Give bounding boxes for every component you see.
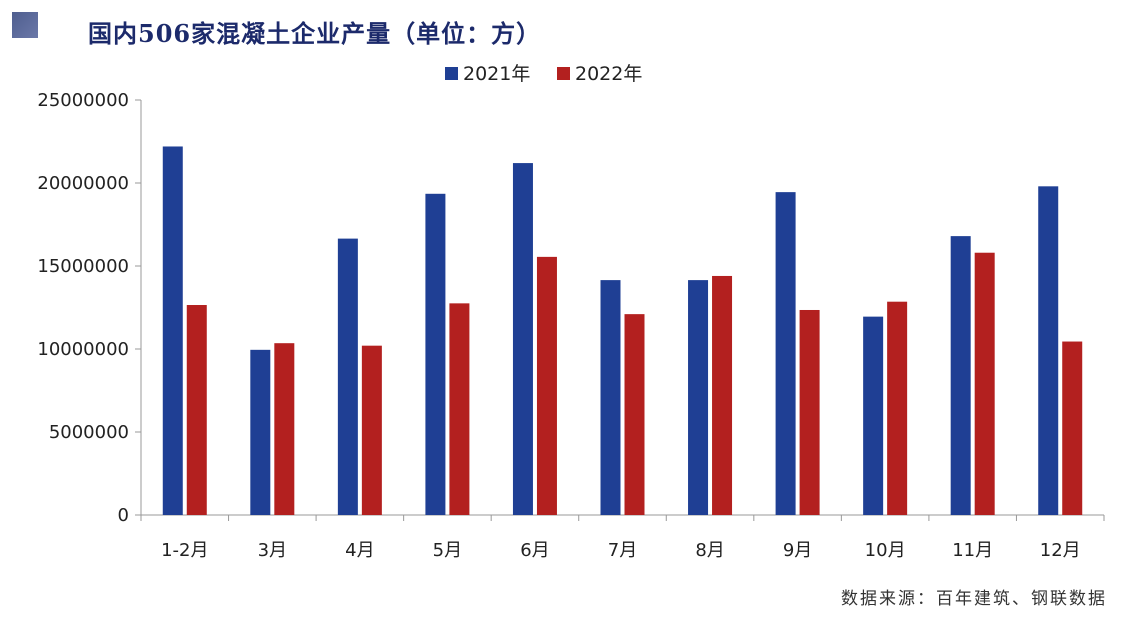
- chart-title: 国内506家混凝土企业产量（单位：方）: [88, 19, 542, 48]
- bar-2021年-7月: [600, 280, 621, 515]
- x-tick-label: 6月: [520, 540, 549, 561]
- x-tick-label: 10月: [865, 540, 906, 561]
- legend: 2021年 2022年: [445, 63, 642, 85]
- y-tick-label: 25000000: [37, 90, 129, 111]
- bars: [162, 146, 1083, 516]
- bar-2022年-8月: [712, 275, 733, 515]
- y-tick-label: 10000000: [37, 339, 129, 360]
- data-source: 数据来源：百年建筑、钢联数据: [841, 589, 1107, 609]
- bar-2022年-3月: [274, 343, 295, 515]
- bar-2021年-1-2月: [162, 146, 183, 516]
- bar-2021年-4月: [337, 238, 358, 516]
- y-tick-label: 20000000: [37, 173, 129, 194]
- bar-2022年-7月: [624, 314, 645, 515]
- x-tick-label: 5月: [433, 540, 462, 561]
- bar-2021年-12月: [1038, 186, 1059, 515]
- bar-2021年-3月: [250, 349, 271, 515]
- bar-2022年-10月: [887, 301, 908, 515]
- bar-2021年-9月: [775, 192, 796, 515]
- bar-2022年-12月: [1062, 341, 1083, 515]
- bar-2021年-11月: [950, 236, 971, 515]
- x-tick-label: 3月: [258, 540, 287, 561]
- bar-2022年-5月: [449, 303, 470, 515]
- bar-2022年-6月: [536, 256, 557, 515]
- x-tick-label: 9月: [783, 540, 812, 561]
- x-tick-label: 12月: [1040, 540, 1081, 561]
- x-tick-label: 4月: [345, 540, 374, 561]
- bar-2021年-6月: [512, 163, 533, 515]
- bar-2021年-10月: [863, 316, 884, 515]
- legend-label: 2021年: [463, 63, 530, 85]
- legend-swatch: [557, 67, 570, 80]
- legend-swatch: [445, 67, 458, 80]
- bar-2022年-4月: [361, 345, 382, 515]
- x-tick-label: 8月: [695, 540, 724, 561]
- bar-2022年-9月: [799, 309, 820, 515]
- y-tick-label: 0: [118, 505, 129, 526]
- x-tick-label: 1-2月: [161, 540, 208, 561]
- bar-2021年-8月: [688, 280, 709, 515]
- x-tick-label: 11月: [952, 540, 993, 561]
- bar-2022年-11月: [974, 252, 995, 515]
- bar-2022年-1-2月: [186, 305, 207, 515]
- legend-label: 2022年: [575, 63, 642, 85]
- y-tick-label: 15000000: [37, 256, 129, 277]
- y-tick-label: 5000000: [49, 422, 129, 443]
- x-tick-label: 7月: [608, 540, 637, 561]
- axes: 0 5000000 10000000 15000000 20000000 25000000…: [37, 90, 1105, 561]
- title-marker: [12, 12, 38, 38]
- bar-2021年-5月: [425, 193, 446, 516]
